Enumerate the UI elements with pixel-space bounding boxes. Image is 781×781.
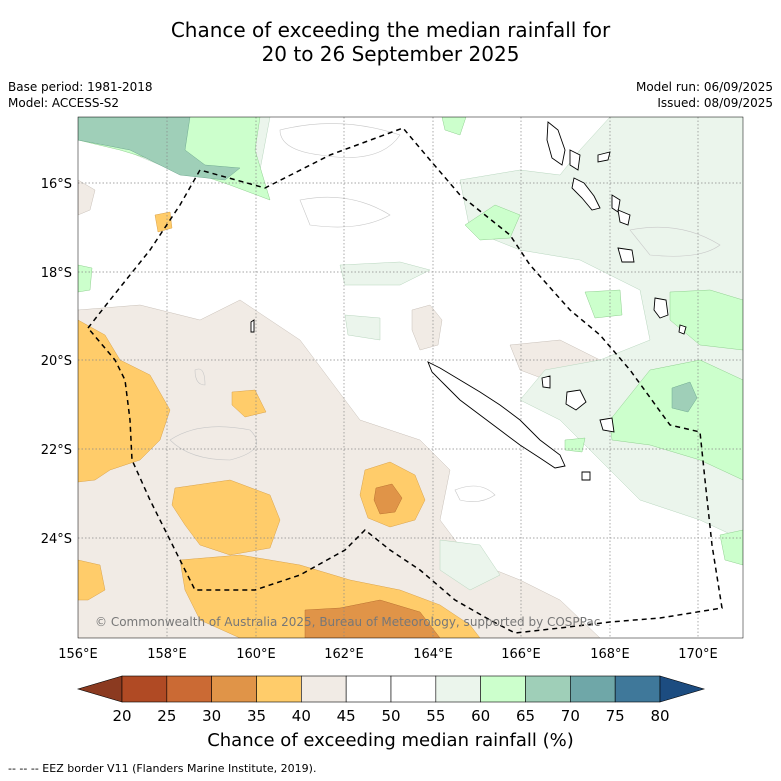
- small-island: [250, 319, 255, 333]
- colorbar-tick-label: 55: [426, 707, 445, 725]
- lon-label: 158°E: [147, 647, 187, 662]
- contour-35-40-small: [78, 211, 267, 601]
- lat-label: 22°S: [41, 443, 72, 458]
- gridlines: [78, 117, 743, 638]
- meta-right: Model run: 06/09/2025 Issued: 08/09/2025: [636, 79, 773, 111]
- new-caledonia-island: [427, 361, 566, 469]
- contour-60-65-east: [78, 204, 743, 566]
- colorbar-label: Chance of exceeding median rainfall (%): [207, 730, 574, 751]
- colorbar-swatch: [211, 675, 257, 703]
- latitude-labels: 16°S 18°S 20°S 22°S 24°S: [41, 177, 72, 547]
- contour-lines: [169, 123, 721, 502]
- colorbar-tick-label: 75: [606, 707, 625, 725]
- contour-35-40-west: [78, 319, 171, 483]
- lat-label: 16°S: [41, 177, 72, 192]
- lon-label: 162°E: [324, 647, 364, 662]
- colorbar-tick-label: 50: [381, 707, 400, 725]
- colorbar-tick-label: 60: [471, 707, 490, 725]
- plot-frame: [77, 116, 744, 639]
- title-line-1: Chance of exceeding the median rainfall …: [170, 18, 611, 42]
- colorbar-swatch: [570, 675, 616, 703]
- colorbar-tick-label: 45: [337, 707, 356, 725]
- colorbar-swatch: [301, 675, 347, 703]
- colorbar-tick-label: 80: [650, 707, 669, 725]
- contour-35-40-center: [171, 479, 281, 556]
- colorbar-extend-low: [76, 675, 123, 703]
- colorbar-swatch: [390, 675, 437, 703]
- contour-30-35-island: [373, 483, 403, 515]
- colorbar-tick-label: 70: [561, 707, 580, 725]
- contour-65-70-north: [78, 117, 241, 181]
- lat-label: 18°S: [41, 266, 72, 281]
- contour-40-45-north: [78, 179, 443, 351]
- contour-30-35-south: [304, 599, 441, 638]
- rainfall-contours: © Commonwealth of Australia 2025, Bureau…: [78, 117, 743, 638]
- meta-left: Base period: 1981-2018 Model: ACCESS-S2: [8, 79, 153, 111]
- lat-label: 24°S: [41, 532, 72, 547]
- loyalty-islands: [541, 375, 615, 481]
- eez-legend: -- -- -- EEZ border V11 (Flanders Marine…: [8, 762, 317, 775]
- colorbar-tick-label: 20: [112, 707, 131, 725]
- lon-label: 170°E: [678, 647, 718, 662]
- issued-date: Issued: 08/09/2025: [657, 96, 773, 110]
- model-run: Model run: 06/09/2025: [635, 80, 773, 94]
- colorbar-tick-label: 35: [247, 707, 266, 725]
- lon-label: 168°E: [590, 647, 630, 662]
- colorbar-tick-label: 40: [292, 707, 311, 725]
- colorbar-swatch: [256, 675, 302, 703]
- colorbar-swatch: [614, 675, 661, 703]
- colorbar-extend-high: [659, 675, 706, 703]
- colorbar-swatch: [345, 675, 392, 703]
- colorbar: 20 25 30 35 40 45 50 55 60 65 70 75 80: [76, 675, 706, 725]
- lon-label: 164°E: [413, 647, 453, 662]
- colorbar-swatch: [525, 675, 571, 703]
- lon-label: 166°E: [501, 647, 541, 662]
- colorbar-tick-label: 65: [516, 707, 535, 725]
- lon-label: 160°E: [236, 647, 276, 662]
- contour-40-45-southwest: [78, 299, 601, 638]
- eez-border: [87, 127, 723, 634]
- vanuatu-islands: [546, 121, 687, 335]
- map-title: Chance of exceeding the median rainfall …: [0, 18, 781, 66]
- colorbar-tick-label: 25: [157, 707, 176, 725]
- colorbar-swatch: [435, 675, 481, 703]
- base-period: Base period: 1981-2018: [8, 80, 153, 94]
- colorbar-swatch: [121, 675, 168, 703]
- lon-label: 156°E: [58, 647, 98, 662]
- colorbar-tick-label: 30: [202, 707, 221, 725]
- colorbar-swatch: [480, 675, 526, 703]
- model-name: Model: ACCESS-S2: [8, 96, 120, 110]
- lat-label: 20°S: [41, 354, 72, 369]
- longitude-labels: 156°E 158°E 160°E 162°E 164°E 166°E 168°…: [58, 647, 718, 662]
- title-line-2: 20 to 26 September 2025: [261, 42, 520, 66]
- copyright-notice: © Commonwealth of Australia 2025, Bureau…: [95, 615, 600, 629]
- colorbar-swatch: [166, 675, 212, 703]
- contour-65-70-east: [671, 381, 698, 413]
